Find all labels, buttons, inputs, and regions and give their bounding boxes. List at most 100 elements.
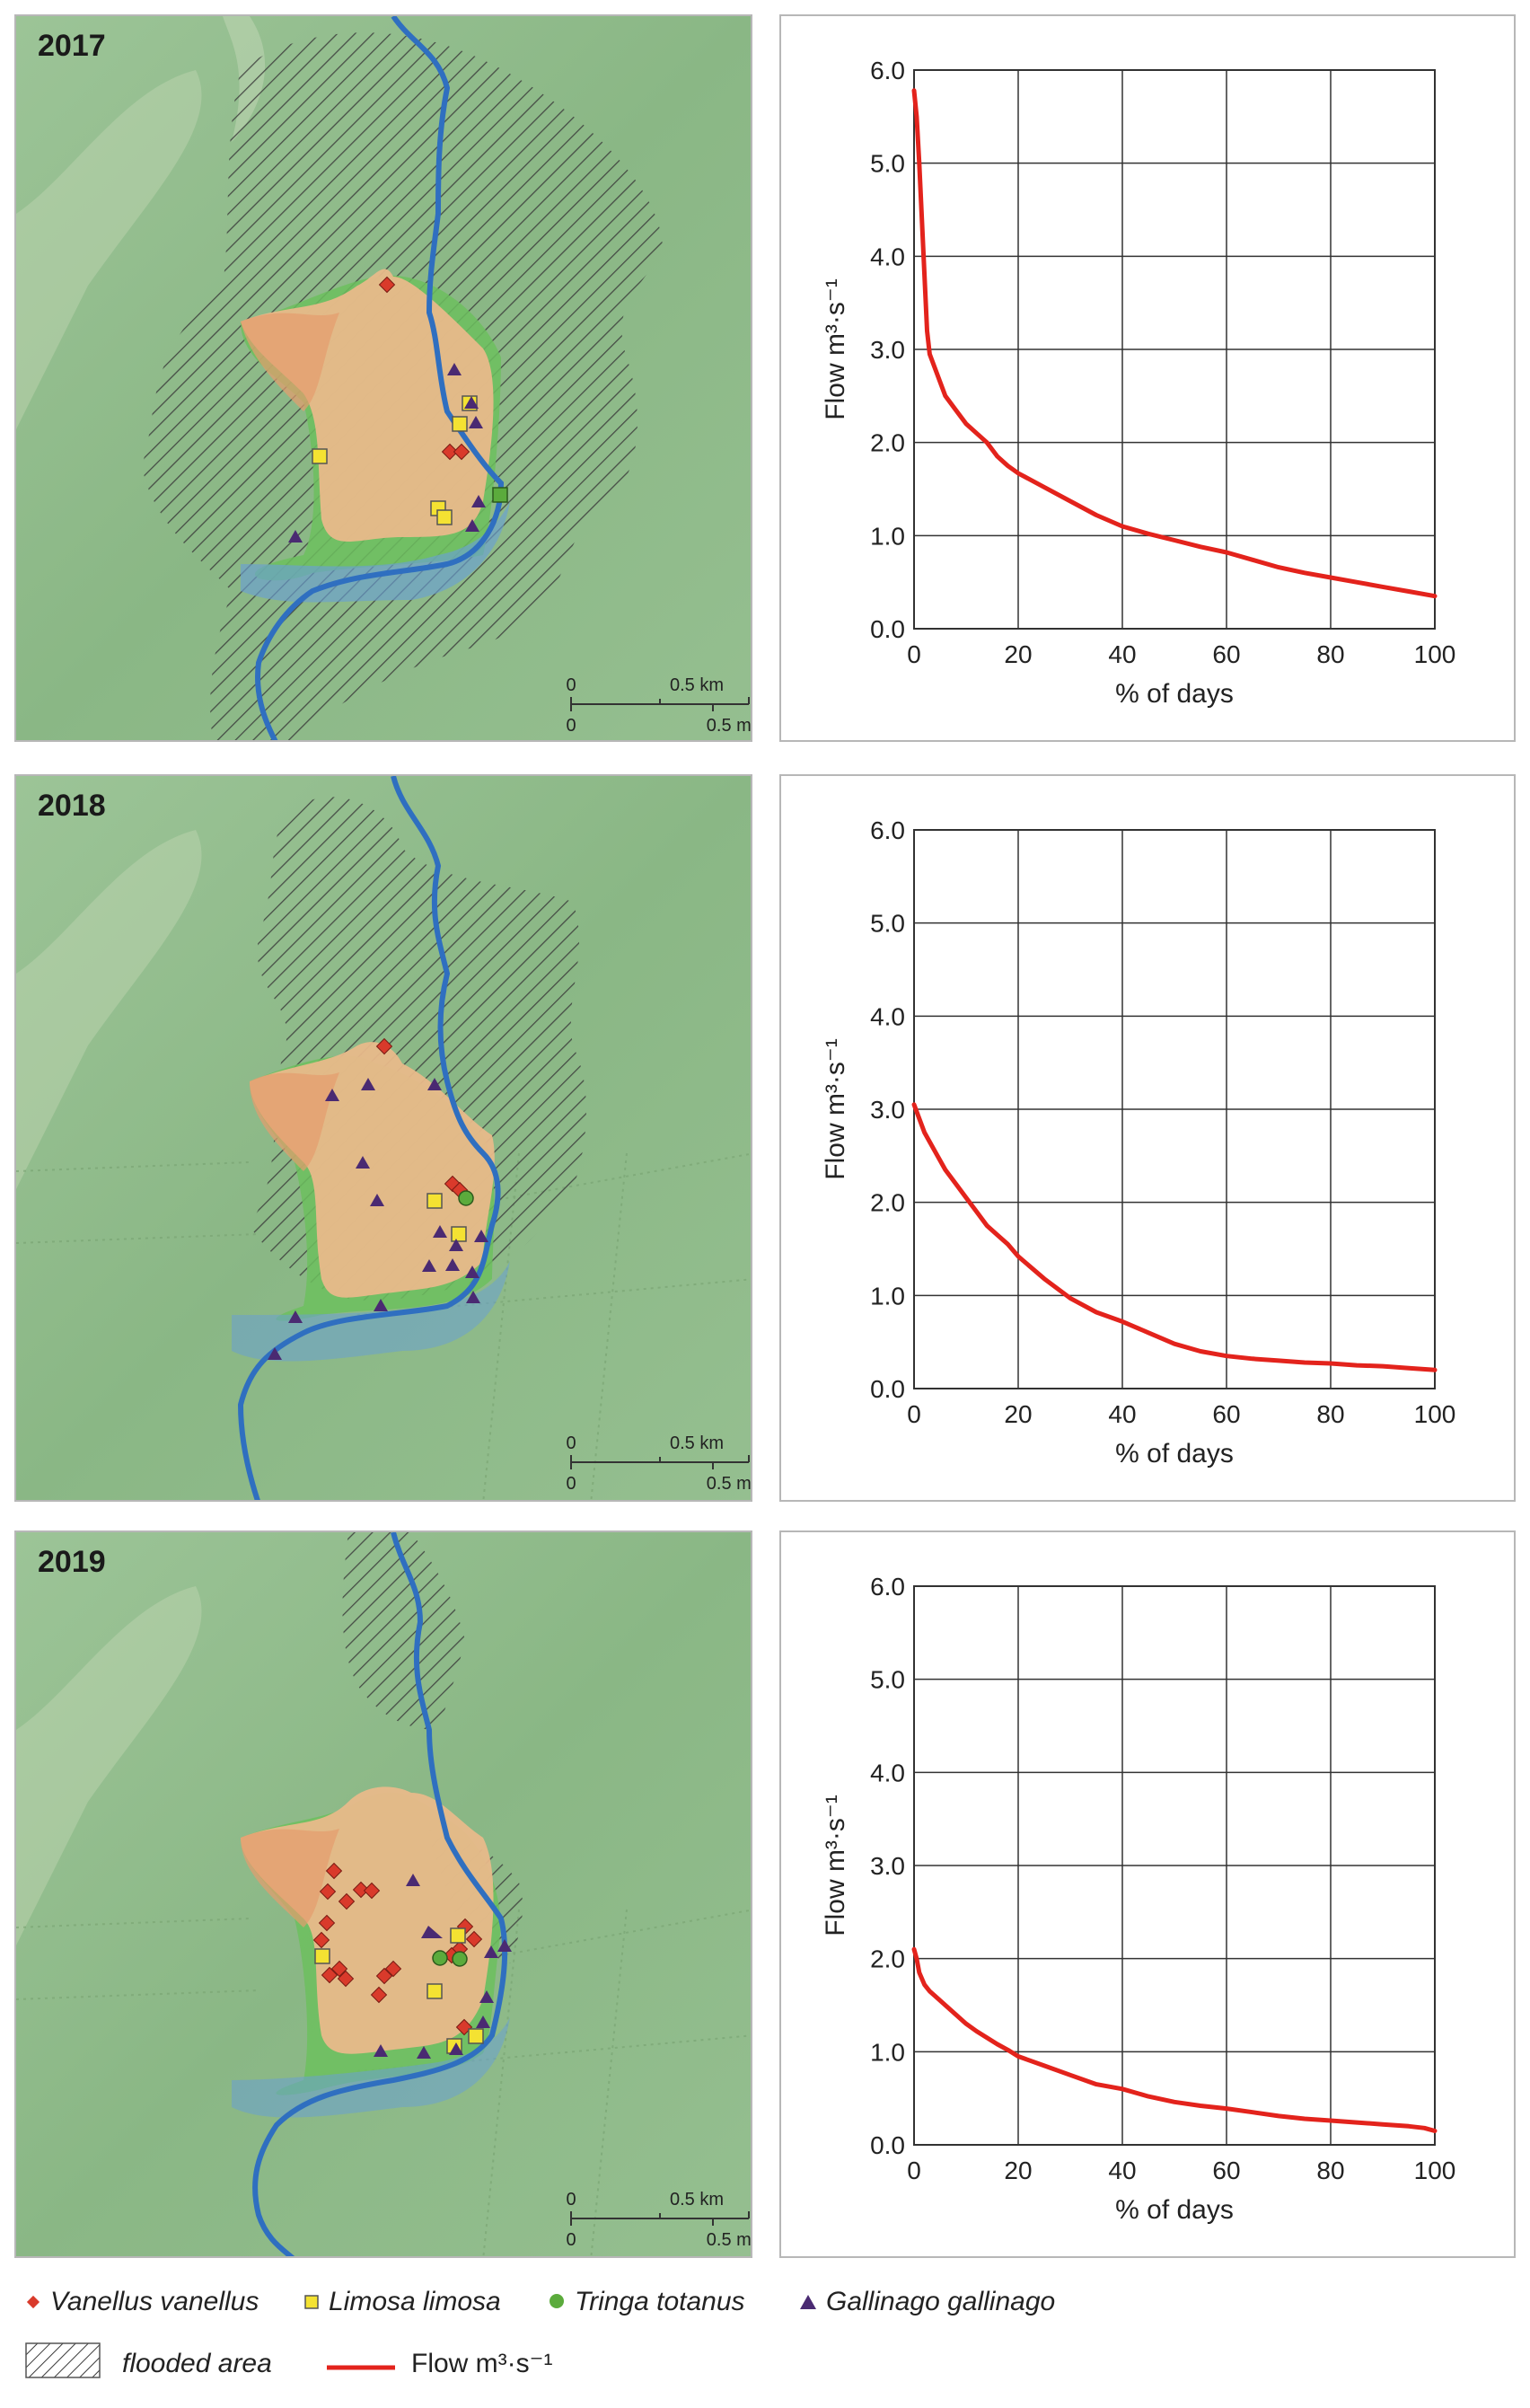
map-2019 [16,1532,751,2256]
x-tick-label: 80 [1316,640,1344,668]
map-panel-2019: 2019 0 0.5 km 0 0.5 mi [14,1530,752,2258]
legend: Vanellus vanellus Limosa limosa Tringa t… [18,2281,1508,2407]
bird-markers-2017 [288,276,508,542]
scale-km-label: 0.5 km [670,1433,724,1453]
y-tick-label: 4.0 [870,1002,905,1030]
y-tick-label: 6.0 [870,1573,905,1601]
map-2017 [16,16,751,740]
y-tick-label: 2.0 [870,1945,905,1973]
y-tick-label: 6.0 [870,816,905,844]
x-tick-label: 40 [1108,2157,1136,2184]
scale-bar-2019: 0 0.5 km 0 0.5 mi [566,2190,752,2250]
x-axis-label: % of days [1115,1439,1234,1469]
x-tick-label: 60 [1212,640,1240,668]
y-tick-label: 6.0 [870,57,905,84]
flooded-area-2019 [342,1532,465,1730]
flow-series-line [911,1102,1438,1372]
green-circle-icon [548,2287,566,2317]
legend-label: Vanellus vanellus [50,2287,259,2316]
legend-label: Tringa totanus [575,2287,745,2316]
map-panel-2018: 2018 0 0.5 km 0 0.5 mi [14,774,752,1502]
y-tick-label: 3.0 [870,336,905,364]
y-tick-label: 5.0 [870,910,905,938]
red-diamond-icon [25,2287,41,2317]
x-tick-label: 80 [1316,1400,1344,1428]
scale-mi-label: 0.5 mi [707,716,752,736]
y-tick-label: 0.0 [870,615,905,643]
legend-item-limosa: Limosa limosa [303,2287,501,2317]
bird-markers-2019 [312,1862,512,2059]
bird-markers-2018 [268,1037,488,1360]
y-tick-label: 5.0 [870,150,905,178]
y-tick-label: 3.0 [870,1096,905,1124]
y-axis-label: Flow m³·s⁻¹ [821,278,850,419]
y-tick-label: 2.0 [870,1189,905,1217]
flow-chart-2019: 0 20 40 60 80 100 0.0 1.0 2.0 3.0 4.0 5.0 6.0 % of da… [821,1573,1456,2225]
chart-panel-2017: 0 20 40 60 80 100 0.0 1.0 2.0 3.0 4.0 5.0 6.0 % of da… [779,14,1516,742]
legend-label: Limosa limosa [329,2287,501,2316]
y-tick-label: 3.0 [870,1852,905,1880]
scale-km-label: 0.5 km [670,675,724,695]
y-axis-label: Flow m³·s⁻¹ [821,1038,850,1179]
x-axis-label: % of days [1115,679,1234,709]
scale-bar-2017: 0 0.5 km 0 0.5 mi [566,675,752,736]
scale-km-label: 0.5 km [670,2190,724,2210]
y-tick-label: 5.0 [870,1666,905,1694]
scale-km-zero: 0 [566,1433,576,1453]
scale-mi-zero: 0 [566,716,576,736]
x-tick-label: 40 [1108,1400,1136,1428]
red-line-icon [327,2349,395,2379]
x-tick-label: 40 [1108,640,1136,668]
legend-label: Gallinago gallinago [826,2287,1056,2316]
y-tick-label: 2.0 [870,429,905,457]
flow-series-line [911,1946,1438,2133]
map-panel-2017: 2017 0 0.5 km 0 0.5 mi [14,14,752,742]
scale-km-zero: 0 [566,2190,576,2210]
y-tick-label: 1.0 [870,522,905,550]
x-tick-label: 20 [1004,1400,1032,1428]
x-tick-label: 0 [907,1400,921,1428]
year-label: 2018 [38,789,106,823]
y-tick-label: 1.0 [870,1282,905,1310]
y-tick-label: 1.0 [870,2038,905,2066]
year-label: 2019 [38,1545,106,1579]
y-tick-label: 0.0 [870,2131,905,2159]
legend-label: Flow m³·s⁻¹ [411,2349,553,2378]
x-axis-label: % of days [1115,2195,1234,2225]
chart-panel-2019: 0 20 40 60 80 100 0.0 1.0 2.0 3.0 4.0 5.0 6.0 % of da… [779,1530,1516,2258]
flow-chart-2018: 0 20 40 60 80 100 0.0 1.0 2.0 3.0 4.0 5.0 6.0 % of da… [821,816,1456,1469]
purple-triangle-icon [799,2287,817,2317]
y-tick-label: 4.0 [870,1759,905,1786]
x-tick-label: 20 [1004,640,1032,668]
chart-panel-2018: 0 20 40 60 80 100 0.0 1.0 2.0 3.0 4.0 5.0 6.0 % of da… [779,774,1516,1502]
scale-mi-label: 0.5 mi [707,1474,752,1494]
x-tick-label: 20 [1004,2157,1032,2184]
y-axis-label: Flow m³·s⁻¹ [821,1795,850,1936]
flow-chart-2017: 0 20 40 60 80 100 0.0 1.0 2.0 3.0 4.0 5.0 6.0 % of da… [821,57,1456,709]
legend-label: flooded area [122,2349,272,2378]
river-2017 [255,16,505,740]
x-tick-label: 60 [1212,1400,1240,1428]
legend-item-vanellus: Vanellus vanellus [25,2287,259,2317]
x-tick-label: 0 [907,640,921,668]
legend-item-tringa: Tringa totanus [548,2287,745,2317]
hatch-swatch-icon [25,2342,101,2386]
scale-mi-zero: 0 [566,2230,576,2250]
river-2018 [237,776,501,1500]
scale-mi-label: 0.5 mi [707,2230,752,2250]
x-tick-label: 100 [1414,1400,1456,1428]
y-tick-label: 0.0 [870,1375,905,1403]
x-tick-label: 0 [907,2157,921,2184]
flow-series-line [911,88,1438,599]
x-tick-label: 100 [1414,2157,1456,2184]
legend-item-flooded: flooded area [25,2342,272,2386]
scale-km-zero: 0 [566,675,576,695]
yellow-square-icon [303,2287,320,2317]
x-tick-label: 60 [1212,2157,1240,2184]
x-tick-label: 100 [1414,640,1456,668]
legend-item-gallinago: Gallinago gallinago [799,2287,1055,2317]
scale-mi-zero: 0 [566,1474,576,1494]
scale-bar-2018: 0 0.5 km 0 0.5 mi [566,1433,752,1494]
legend-item-flow: Flow m³·s⁻¹ [327,2348,552,2379]
map-2018 [16,776,751,1500]
